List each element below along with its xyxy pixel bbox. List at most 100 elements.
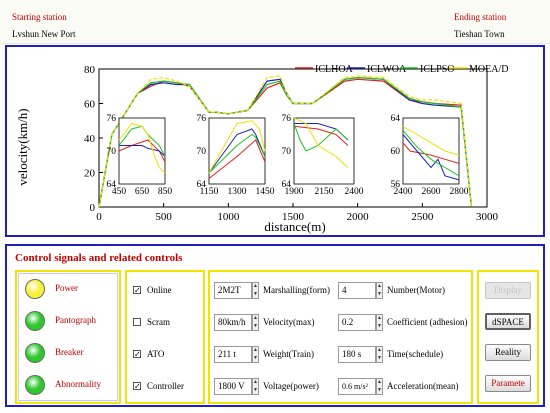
x-tick-label: 1000 — [217, 211, 240, 223]
inset-y-tick-label: 64 — [282, 180, 292, 190]
legend: ICLHOA ICLWOA ICLPSO MOEA/D — [295, 64, 508, 75]
adhesion-input[interactable]: 0.2 — [338, 314, 376, 331]
inset-chart-4: 2400 2600 2800 56 60 64 — [391, 114, 469, 197]
reality-button[interactable]: Reality — [485, 344, 531, 361]
ato-label: ATO — [147, 349, 165, 359]
inset-x-tick-label: 650 — [135, 187, 150, 197]
inset-chart-2: 1150 1300 1450 64 70 76 — [197, 114, 275, 197]
ending-station-label: Ending station — [454, 12, 507, 22]
inset-series-line — [208, 120, 266, 174]
voltage-spinner[interactable]: ▲ ▼ — [252, 378, 259, 395]
acceleration-spinner[interactable]: ▲ ▼ — [376, 378, 383, 395]
marshalling-input[interactable]: 2M2T — [214, 282, 252, 299]
y-tick-label: 40 — [84, 133, 96, 145]
main-axes: 0 500 1000 1500 2000 2500 3000 0 20 40 60 80 — [84, 64, 499, 223]
inset-x-tick-label: 2400 — [345, 187, 364, 197]
schedule-time-spinner[interactable]: ▲ ▼ — [376, 346, 383, 363]
inset-y-tick-label: 70 — [197, 147, 207, 157]
series-line-iclpso — [98, 76, 473, 208]
panel-title: Control signals and related controls — [15, 252, 183, 264]
breaker-led — [25, 343, 45, 363]
adhesion-spinner[interactable]: ▲ ▼ — [376, 314, 383, 331]
controller-checkbox[interactable]: ✓ — [133, 382, 141, 391]
inset-y-tick-label: 56 — [391, 180, 401, 190]
breaker-label: Breaker — [55, 347, 84, 357]
scram-checkbox[interactable] — [133, 318, 141, 326]
acceleration-input[interactable]: 0.6 m/s² — [338, 378, 376, 395]
velocity-chart-panel: 0 500 1000 1500 2000 2500 3000 0 20 40 60 80 450 650… — [5, 45, 545, 237]
starting-station-value: Lvshun New Port — [12, 29, 76, 39]
controller-label: Controller — [147, 381, 184, 391]
inset-y-tick-label: 64 — [197, 180, 207, 190]
pantograph-led — [25, 311, 45, 331]
y-tick-label: 20 — [84, 168, 96, 180]
scram-label: Scram — [147, 317, 170, 327]
inset-x-tick-label: 2150 — [315, 187, 334, 197]
inset-y-tick-label: 64 — [391, 114, 401, 124]
velocity-max-label: Velocity(max) — [263, 317, 315, 327]
motor-number-input[interactable]: 4 — [338, 282, 376, 299]
inset-series-line — [208, 133, 266, 174]
button-group: Display dSPACE Reality Paramete — [477, 270, 539, 404]
y-axis-label: velocity(km/h) — [15, 108, 30, 185]
inset-y-tick-label: 76 — [107, 114, 117, 124]
online-label: Online — [147, 285, 172, 295]
abnormality-label: Abnormality — [55, 379, 101, 389]
motor-number-spinner[interactable]: ▲ ▼ — [376, 282, 383, 299]
ato-checkbox[interactable]: ✓ — [133, 350, 141, 359]
inset-series-line — [119, 145, 166, 157]
velocity-distance-chart: 0 500 1000 1500 2000 2500 3000 0 20 40 60 80 450 650… — [15, 64, 508, 234]
checkbox-group: ✓ Online Scram ✓ ATO ✓ Controller — [125, 270, 205, 404]
y-tick-label: 60 — [84, 99, 96, 111]
x-tick-label: 3000 — [476, 211, 499, 223]
power-label: Power — [55, 283, 78, 293]
velocity-max-spinner[interactable]: ▲ ▼ — [252, 314, 259, 331]
inset-frame — [118, 117, 166, 185]
series-line-iclwoa — [98, 76, 473, 208]
inset-x-tick-label: 1900 — [285, 187, 304, 197]
motor-number-label: Number(Motor) — [387, 285, 445, 295]
marshalling-spinner[interactable]: ▲ ▼ — [252, 282, 259, 299]
y-tick-label: 0 — [90, 202, 96, 214]
x-tick-label: 2000 — [347, 211, 370, 223]
inset-frame — [293, 117, 355, 185]
weight-input[interactable]: 211 t — [214, 346, 252, 363]
inset-chart-3: 1900 2150 2400 64 70 76 — [282, 114, 364, 197]
power-led — [25, 279, 45, 299]
legend-label: ICLPSO — [420, 64, 454, 75]
inset-y-tick-label: 70 — [282, 147, 292, 157]
inset-series-line — [293, 125, 349, 146]
marshalling-label: Marshalling(form) — [263, 285, 330, 295]
inset-x-tick-label: 1450 — [256, 187, 275, 197]
ending-station-value: Tieshan Town — [454, 29, 505, 39]
parameter-button[interactable]: Paramete — [485, 375, 531, 392]
acceleration-label: Acceleration(mean) — [387, 381, 459, 391]
online-checkbox[interactable]: ✓ — [133, 286, 141, 295]
legend-label: ICLWOA — [367, 64, 407, 75]
weight-spinner[interactable]: ▲ ▼ — [252, 346, 259, 363]
inset-x-tick-label: 850 — [158, 187, 173, 197]
schedule-time-label: Time(schedule) — [387, 349, 444, 359]
series-line-moead — [98, 75, 473, 208]
inset-x-tick-label: 1300 — [228, 187, 247, 197]
inset-x-tick-label: 450 — [112, 187, 127, 197]
voltage-label: Voltage(power) — [263, 381, 319, 391]
dspace-button[interactable]: dSPACE — [485, 313, 531, 330]
schedule-time-input[interactable]: 180 s — [338, 346, 376, 363]
voltage-input[interactable]: 1800 V — [214, 378, 252, 395]
inset-x-tick-label: 2600 — [422, 187, 441, 197]
inset-series-line — [118, 139, 166, 163]
velocity-max-input[interactable]: 80km/h — [214, 314, 252, 331]
y-tick-label: 80 — [84, 64, 96, 76]
x-tick-label: 0 — [96, 211, 102, 223]
inset-series-line — [402, 142, 460, 164]
inset-charts: 450 650 850 64 70 76 1150 1300 1450 64 70 76 1900 215… — [107, 114, 469, 197]
inset-y-tick-label: 76 — [282, 114, 292, 124]
inset-series-line — [208, 128, 266, 174]
main-series — [98, 75, 473, 208]
inset-frame — [208, 117, 266, 185]
station-header: Starting station Lvshun New Port Ending … — [0, 0, 550, 44]
inset-series-line — [402, 125, 460, 156]
display-button[interactable]: Display — [485, 282, 531, 299]
inset-series-line — [293, 123, 349, 152]
